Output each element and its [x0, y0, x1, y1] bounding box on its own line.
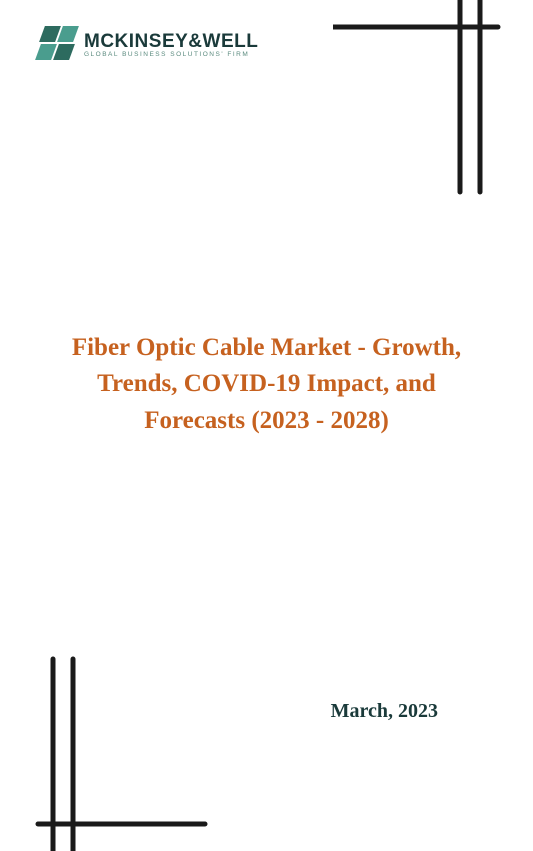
company-logo: MCKINSEY&WELL GLOBAL BUSINESS SOLUTIONS'… — [38, 24, 258, 64]
corner-decoration-bottom-left — [0, 651, 210, 851]
logo-icon — [38, 24, 78, 64]
logo-company-name: MCKINSEY&WELL — [84, 31, 258, 53]
logo-text-block: MCKINSEY&WELL GLOBAL BUSINESS SOLUTIONS'… — [84, 31, 258, 58]
report-date: March, 2023 — [331, 700, 438, 723]
logo-tagline: GLOBAL BUSINESS SOLUTIONS' FIRM — [84, 51, 258, 58]
corner-decoration-top-right — [333, 0, 533, 200]
report-title: Fiber Optic Cable Market - Growth, Trend… — [50, 330, 483, 439]
